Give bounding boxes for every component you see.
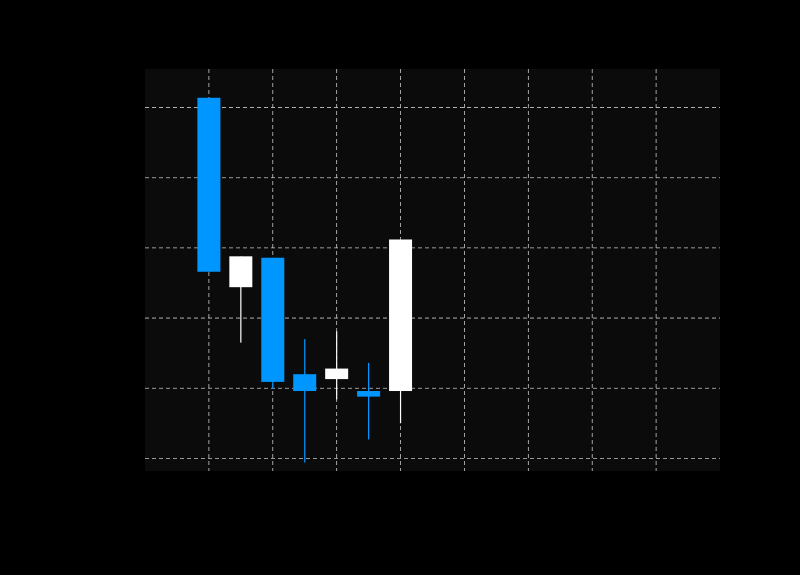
candle-body-up <box>389 239 413 392</box>
candle-3 <box>261 257 285 389</box>
candle-body-up <box>325 368 349 380</box>
candle-4 <box>293 339 317 463</box>
candle-7 <box>389 239 413 424</box>
candle-body-down <box>261 257 285 382</box>
candle-1 <box>197 97 221 272</box>
candle-body-down <box>197 97 221 272</box>
candle-body-down <box>357 391 381 397</box>
candle-2 <box>229 256 253 343</box>
candle-6 <box>357 362 381 440</box>
candle-5 <box>325 331 349 400</box>
candles <box>197 97 413 463</box>
candle-body-up <box>229 256 253 288</box>
candle-body-down <box>293 374 317 392</box>
